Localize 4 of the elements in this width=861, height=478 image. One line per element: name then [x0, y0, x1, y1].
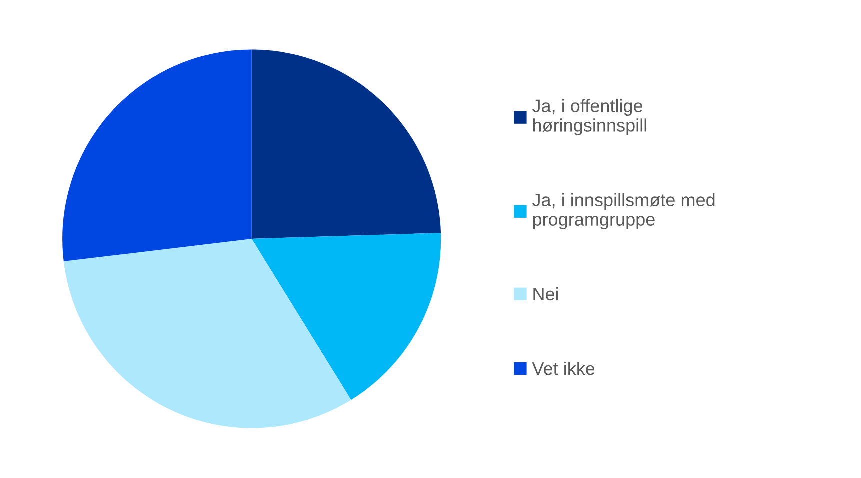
legend-label: Ja, i offentlige høringsinnspill	[532, 99, 646, 136]
legend-label: Vet ikke	[532, 362, 595, 376]
legend-label: Ja, i innspillsmøte med programgruppe	[532, 193, 715, 230]
legend-label: Nei	[534, 287, 558, 301]
